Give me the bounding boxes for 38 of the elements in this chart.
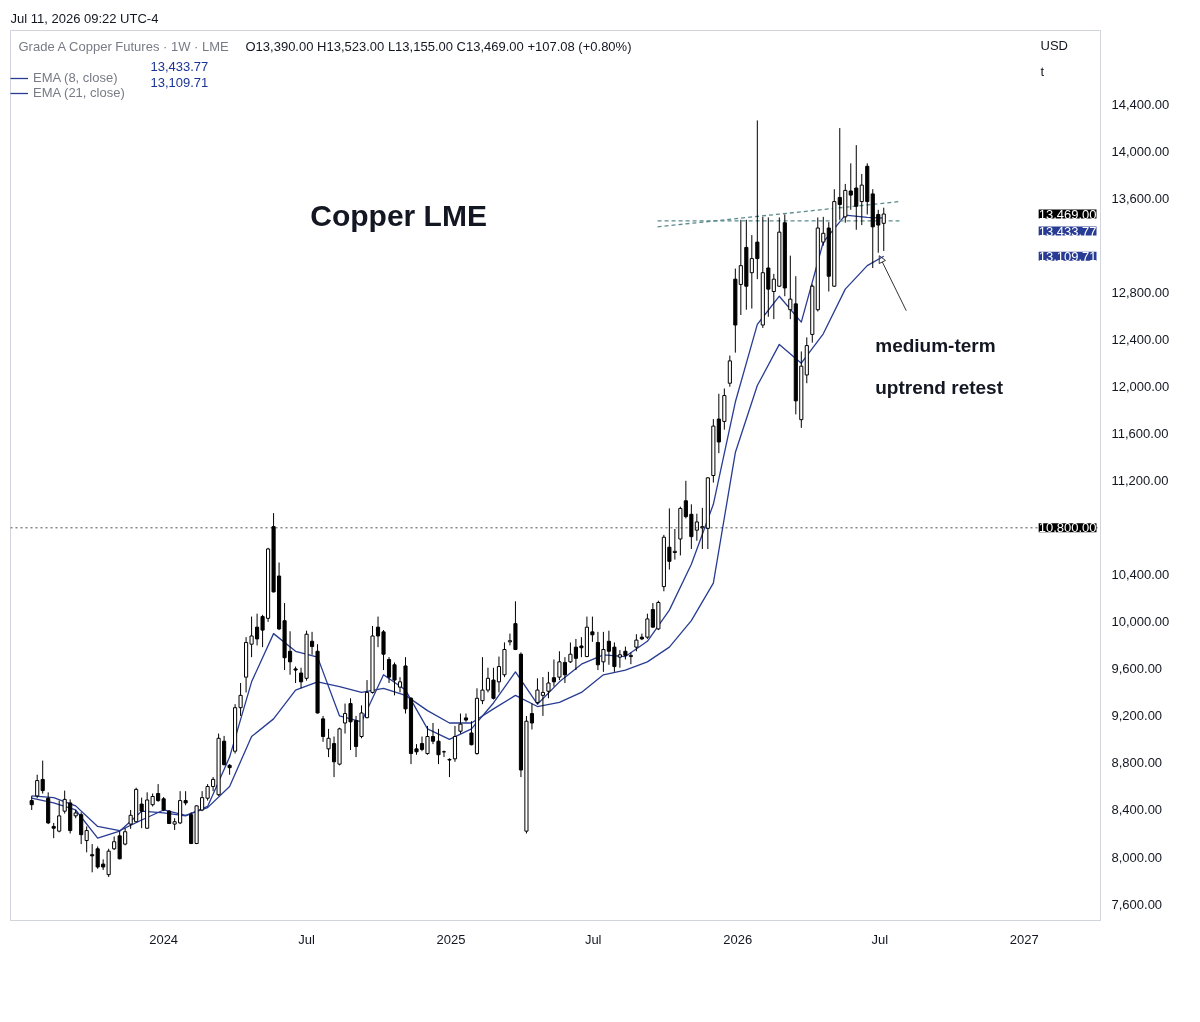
x-tick-label: 2024 [149, 931, 179, 947]
x-tick-label: Jul [871, 931, 889, 947]
y-tick-label: 11,200.00 [1111, 473, 1169, 489]
x-tick-label: Jul [298, 931, 315, 947]
legend-label: EMA (21, close) [33, 85, 125, 100]
y-tick-label: 11,600.00 [1111, 426, 1169, 442]
annotation: t [1040, 64, 1045, 79]
y-tick-label: 14,000.00 [1111, 144, 1170, 160]
y-tick-label: 10,000.00 [1111, 614, 1170, 630]
annotation: 13,109.71 [1038, 248, 1097, 264]
y-tick-label: 7,600.00 [1111, 896, 1163, 912]
text: Grade A Copper Futures · 1W · LME [18, 39, 230, 54]
y-axis-title: USD [1040, 38, 1068, 53]
y-tick-label: 9,600.00 [1111, 661, 1163, 677]
text: Copper LME [310, 199, 487, 232]
x-tick-label: 2027 [1009, 931, 1039, 947]
x-tick-label: 2026 [723, 931, 753, 947]
annotation: 13,109.71 [150, 75, 209, 90]
annotation: medium-term uptrend retest [875, 334, 1004, 398]
text: Jul 11, 2026 09:22 UTC-4 [10, 10, 159, 26]
y-tick-label: 12,000.00 [1111, 379, 1170, 395]
y-tick-label: 13,600.00 [1111, 191, 1170, 207]
x-tick-label: 2025 [436, 931, 466, 947]
x-tick-label: Jul [584, 931, 602, 947]
y-tick-label: 8,400.00 [1111, 802, 1163, 818]
y-tick-label: 8,000.00 [1111, 849, 1163, 865]
ref-line-label: 10,800.00 [1038, 520, 1097, 536]
annotation: 13,433.77 [150, 59, 209, 74]
y-tick-label: 10,400.00 [1111, 567, 1170, 583]
y-tick-label: 12,800.00 [1111, 285, 1170, 301]
annotation: 13,433.77 [1038, 223, 1097, 239]
y-tick-label: 9,200.00 [1111, 708, 1163, 724]
legend-label: EMA (8, close) [33, 70, 118, 85]
annotation: O13,390.00 H13,523.00 L13,155.00 C13,469.00 +107.08 (+0.80%) [245, 39, 632, 54]
y-tick-label: 14,400.00 [1111, 97, 1170, 113]
y-tick-label: 8,800.00 [1111, 755, 1163, 771]
annotation: 13,469.00 [1038, 206, 1097, 222]
y-tick-label: 12,400.00 [1111, 332, 1170, 348]
